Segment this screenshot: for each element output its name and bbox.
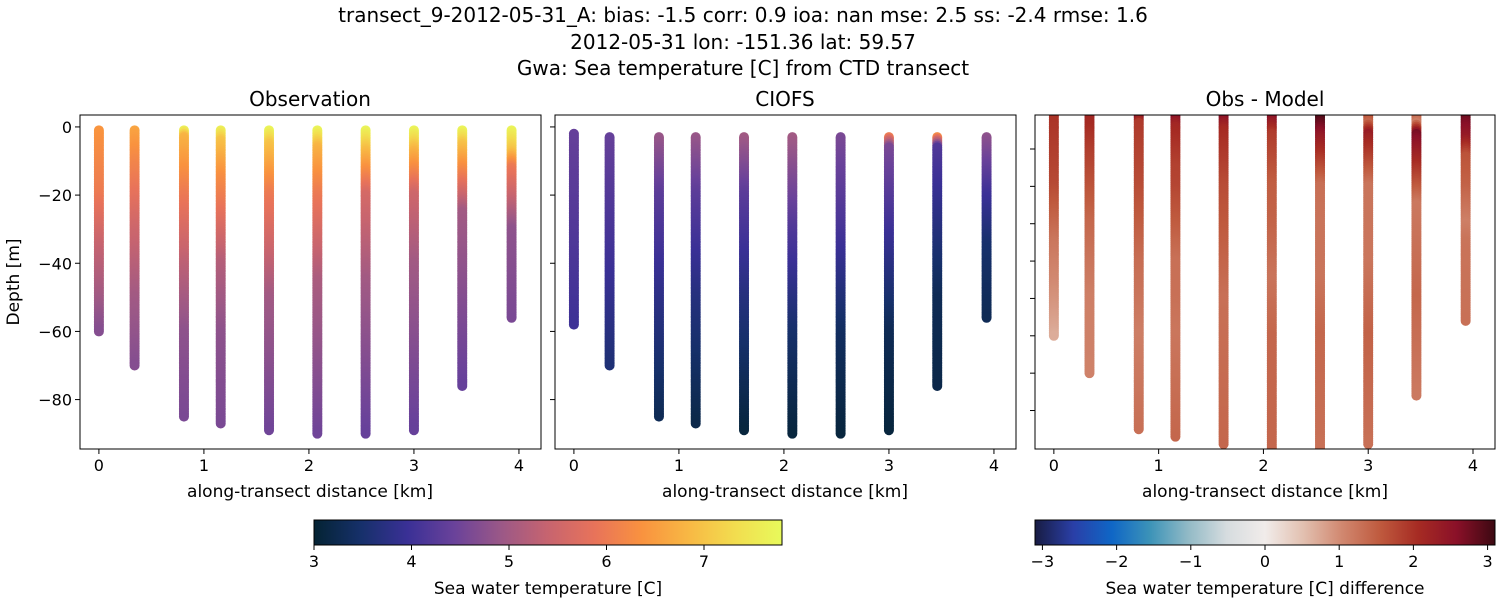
- figure-title-line-2: 2012-05-31 lon: -151.36 lat: 59.57: [570, 30, 916, 54]
- axes-frame-ciofs: [554, 114, 1017, 450]
- data-point: [1266, 442, 1277, 449]
- scatter-points-observation: [93, 125, 517, 439]
- panel-title-obs-model: Obs - Model: [1206, 87, 1325, 111]
- x-tick-label: 0: [94, 456, 104, 475]
- data-point: [1170, 431, 1181, 442]
- data-point: [215, 418, 226, 429]
- x-tick-label: 3: [1363, 456, 1373, 475]
- x-tick-label: 4: [989, 456, 999, 475]
- colorbar-tick-label: 1: [1334, 552, 1344, 571]
- data-point: [1411, 390, 1422, 401]
- data-point: [739, 425, 750, 436]
- data-point: [93, 326, 104, 337]
- colorbar-tick-label: −3: [1031, 552, 1055, 571]
- x-tick-label: 1: [674, 456, 684, 475]
- figure-title-line-3: Gwa: Sea temperature [C] from CTD transe…: [517, 56, 969, 80]
- colorbar-tick-label: 3: [309, 552, 319, 571]
- x-tick-label: 0: [569, 456, 579, 475]
- data-point: [1048, 330, 1059, 341]
- data-point: [1363, 439, 1374, 449]
- colorbar-tick-label: 4: [406, 552, 416, 571]
- panel-title-ciofs: CIOFS: [755, 87, 814, 111]
- x-axis-label-obs-model: along-transect distance [km]: [1142, 482, 1388, 502]
- data-point: [981, 312, 992, 323]
- data-point: [1460, 315, 1471, 326]
- colorbar-tick-label: −1: [1179, 552, 1203, 571]
- data-point: [1315, 442, 1326, 449]
- colorbar-difference: [1034, 519, 1496, 546]
- y-axis-label: Depth [m]: [4, 238, 24, 325]
- data-point: [129, 360, 140, 371]
- data-point: [178, 411, 189, 422]
- data-point: [264, 425, 275, 436]
- data-point: [604, 360, 615, 371]
- colorbar-tick-label: 7: [699, 552, 709, 571]
- data-point: [835, 428, 846, 439]
- colorbar-tick-label: 2: [1408, 552, 1418, 571]
- axes-frame-observation: [79, 114, 542, 450]
- y-tick-label: −40: [38, 254, 72, 273]
- data-point: [653, 411, 664, 422]
- x-tick-label: 3: [409, 456, 419, 475]
- data-point: [883, 425, 894, 436]
- x-tick-label: 3: [884, 456, 894, 475]
- x-tick-label: 1: [199, 456, 209, 475]
- data-point: [408, 425, 419, 436]
- scatter-points-ciofs: [568, 128, 992, 439]
- y-tick-label: 0: [62, 118, 72, 137]
- x-axis-label-observation: along-transect distance [km]: [187, 482, 433, 502]
- colorbar-label-temperature: Sea water temperature [C]: [434, 579, 662, 599]
- data-point: [1133, 424, 1144, 435]
- colorbar-temperature: [313, 519, 783, 546]
- axes-frame-obs-model: [1034, 114, 1496, 450]
- data-point: [787, 428, 798, 439]
- colorbar-tick-label: 0: [1260, 552, 1270, 571]
- y-tick-label: −20: [38, 186, 72, 205]
- x-tick-label: 4: [514, 456, 524, 475]
- x-tick-label: 2: [304, 456, 314, 475]
- colorbar-label-difference: Sea water temperature [C] difference: [1105, 579, 1424, 599]
- data-point: [1084, 368, 1095, 379]
- colorbar-tick-label: 5: [504, 552, 514, 571]
- x-tick-label: 2: [1258, 456, 1268, 475]
- data-point: [360, 428, 371, 439]
- colorbar-tick-label: 3: [1482, 552, 1492, 571]
- data-point: [568, 319, 579, 330]
- y-tick-label: −60: [38, 322, 72, 341]
- data-point: [506, 312, 517, 323]
- x-tick-label: 0: [1049, 456, 1059, 475]
- figure-title-line-1: transect_9-2012-05-31_A: bias: -1.5 corr…: [338, 3, 1148, 27]
- x-tick-label: 4: [1468, 456, 1478, 475]
- scatter-points-obs-model: [1048, 115, 1471, 449]
- data-point: [312, 428, 323, 439]
- data-point: [457, 380, 468, 391]
- colorbar-tick-label: 6: [601, 552, 611, 571]
- y-tick-label: −80: [38, 391, 72, 410]
- x-tick-label: 1: [1154, 456, 1164, 475]
- data-point: [1218, 439, 1229, 449]
- colorbar-tick-label: −2: [1105, 552, 1129, 571]
- x-tick-label: 2: [779, 456, 789, 475]
- data-point: [690, 418, 701, 429]
- x-axis-label-ciofs: along-transect distance [km]: [662, 482, 908, 502]
- panel-title-observation: Observation: [249, 87, 371, 111]
- data-point: [932, 380, 943, 391]
